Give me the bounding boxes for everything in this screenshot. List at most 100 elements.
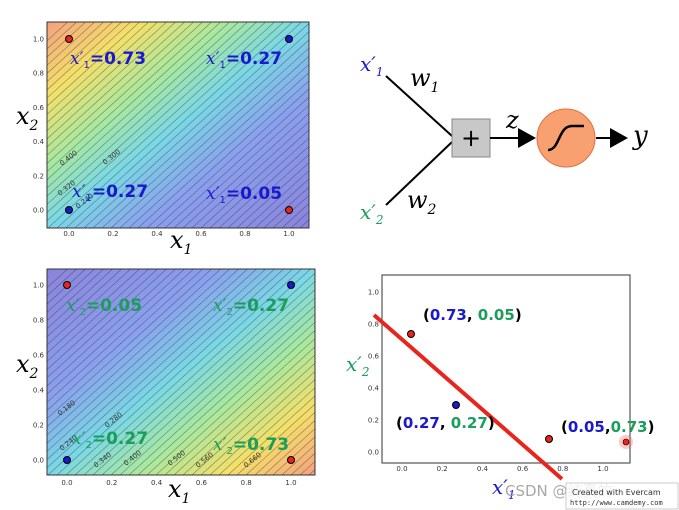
evercam-badge-title: Created with Evercam <box>572 488 661 497</box>
contour-line <box>155 88 309 228</box>
contour-line <box>47 269 203 411</box>
scatter-point-red <box>407 330 415 338</box>
contour-line <box>47 269 266 469</box>
output-label: y <box>632 121 648 151</box>
scatter-x-tick-label: 0.8 <box>557 465 568 473</box>
contour-line <box>47 22 257 213</box>
top-y-tick-label: 0.4 <box>33 138 45 146</box>
contour-line <box>47 269 113 330</box>
top-y-tick-label: 1.0 <box>33 36 44 44</box>
contour-line <box>47 269 176 387</box>
bottom-x-tick-label: 0.6 <box>196 479 208 487</box>
activation-node <box>536 108 596 168</box>
point-label-c: (0.05,0.73) <box>561 418 654 436</box>
scatter-x-tick-label: 0.6 <box>517 465 529 473</box>
scatter-x-axis-label: x′1 <box>492 475 515 502</box>
input2-edge <box>385 141 453 206</box>
contour-line <box>47 22 131 99</box>
point-label-b: (0.27, 0.27) <box>396 414 495 432</box>
contour-line <box>164 338 315 475</box>
contour-line <box>218 145 309 228</box>
bottom-x-ticks: 0.0 0.2 0.4 0.6 0.8 1.0 <box>61 479 296 487</box>
top-label-bl: x′1=0.27 <box>72 182 148 204</box>
contour-line <box>155 330 315 475</box>
contour-line <box>74 269 302 475</box>
contour-line <box>47 22 149 115</box>
contour-line <box>47 269 239 444</box>
contour-line <box>47 269 185 395</box>
bottom-label-tr: x′2=0.27 <box>213 296 289 318</box>
contour-line <box>200 370 315 475</box>
transformed-scatter-plot: 0.0 0.2 0.4 0.6 0.8 1.0 0.0 0.2 0.4 0.6 0.8 1.0 (0… <box>346 274 654 502</box>
evercam-badge-url: http://www.camdemy.com <box>570 499 663 507</box>
contour-line <box>47 269 158 370</box>
bottom-point-red <box>63 281 71 289</box>
scatter-x-ticks: 0.0 0.2 0.4 0.6 0.8 1.0 <box>396 465 608 473</box>
contour-line <box>47 269 104 321</box>
bottom-label-br: x′2=0.73 <box>213 435 289 457</box>
bottom-contour-lines <box>47 269 315 475</box>
top-y-tick-label: 0.8 <box>33 70 44 78</box>
scatter-point-blue <box>452 401 460 409</box>
contour-line <box>47 22 194 156</box>
contour-line <box>74 22 302 228</box>
contour-line <box>65 22 293 228</box>
contour-line <box>47 22 86 58</box>
contour-line <box>47 269 140 354</box>
contour-line <box>47 269 86 305</box>
scatter-y-tick-label: 0.4 <box>368 385 380 393</box>
bottom-plot-background <box>47 269 315 475</box>
contour-line <box>101 280 315 475</box>
top-label-tl: x′1=0.73 <box>70 49 146 71</box>
top-y-ticks: 0.0 0.2 0.4 0.6 0.8 1.0 <box>33 36 45 215</box>
contour-line <box>47 22 212 173</box>
input1-label: x′1 <box>360 52 383 79</box>
sum-symbol: + <box>461 124 481 152</box>
contour-line <box>263 428 315 475</box>
contour-line <box>56 269 284 475</box>
bottom-x-tick-label: 0.4 <box>151 479 163 487</box>
contour-line <box>47 269 95 313</box>
top-label-tr: x′1=0.27 <box>206 49 282 71</box>
contour-line <box>164 96 309 228</box>
scatter-y-axis-label: x′2 <box>346 352 369 379</box>
input2-label: x′2 <box>360 200 383 227</box>
input1-edge <box>385 75 453 137</box>
contour-line <box>245 411 315 475</box>
top-y-tick-label: 0.6 <box>33 104 45 112</box>
sum-node <box>451 118 491 158</box>
bottom-x-tick-label: 1.0 <box>285 479 296 487</box>
bottom-y-tick-label: 0.8 <box>33 317 44 325</box>
z-label: z <box>505 106 519 134</box>
contour-line <box>47 269 212 420</box>
contour-line <box>417 22 644 228</box>
contour-line <box>47 269 257 460</box>
bottom-y-tick-label: 0.2 <box>33 422 44 430</box>
bottom-y-tick-label: 0.6 <box>33 352 45 360</box>
contour-line <box>47 22 248 205</box>
decision-boundary-line <box>372 313 564 481</box>
top-contour-lines <box>47 22 644 228</box>
contour-line <box>47 22 113 83</box>
scatter-x-tick-label: 0.0 <box>396 465 407 473</box>
contour-line <box>227 153 309 228</box>
contour-line <box>182 113 309 228</box>
contour-line <box>47 22 104 74</box>
contour-line <box>83 269 311 475</box>
top-plot-frame <box>46 21 310 229</box>
contour-line <box>263 186 309 228</box>
contour-line <box>236 162 309 228</box>
top-x-tick-label: 0.4 <box>151 230 163 238</box>
contour-line <box>56 22 284 228</box>
scatter-x-tick-label: 0.4 <box>477 465 489 473</box>
contour-line <box>47 22 140 107</box>
top-x-tick-label: 0.6 <box>195 230 207 238</box>
contour-line <box>101 39 309 228</box>
bottom-x-tick-label: 0.8 <box>241 479 252 487</box>
contour-line <box>47 22 158 123</box>
top-point-red <box>65 35 73 43</box>
contour-line <box>47 269 167 379</box>
contour-line <box>47 22 176 140</box>
bottom-x-tick-label: 0.0 <box>61 479 72 487</box>
